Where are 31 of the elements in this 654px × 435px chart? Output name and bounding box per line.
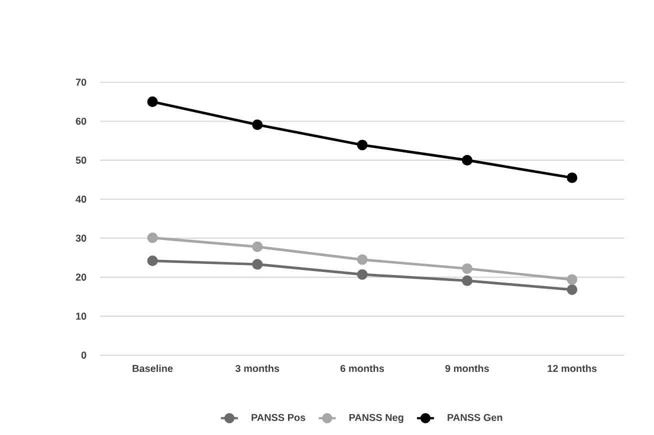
y-tick-label: 50 <box>76 156 86 164</box>
y-tick-label: 0 <box>81 352 86 359</box>
point <box>462 263 472 274</box>
point <box>252 119 263 130</box>
point <box>252 241 263 252</box>
point <box>462 275 472 286</box>
point <box>252 258 263 270</box>
point <box>357 254 368 265</box>
y-tick-label: 10 <box>76 312 86 320</box>
legend-label: PANSS Pos <box>252 414 306 421</box>
x-tick-label: 9 months <box>445 364 489 372</box>
point <box>147 96 158 107</box>
point <box>147 255 158 266</box>
legend-label: PANSS Gen <box>448 414 502 421</box>
y-tick-label: 60 <box>76 118 86 125</box>
y-tick-label: 20 <box>76 274 86 281</box>
point <box>147 232 158 244</box>
point <box>566 274 578 285</box>
x-tick-label: 6 months <box>340 364 384 372</box>
point <box>462 154 472 166</box>
point <box>357 269 368 280</box>
y-tick-label: 30 <box>76 234 86 242</box>
x-tick-label: 12 months <box>548 364 597 372</box>
point <box>566 172 578 183</box>
x-tick-label: Baseline <box>132 364 173 372</box>
point <box>566 284 578 295</box>
y-tick-label: 40 <box>76 196 86 203</box>
x-tick-label: 3 months <box>236 364 280 372</box>
point <box>357 140 368 150</box>
y-tick-label: 70 <box>76 78 86 86</box>
legend-label: PANSS Neg <box>349 414 404 423</box>
